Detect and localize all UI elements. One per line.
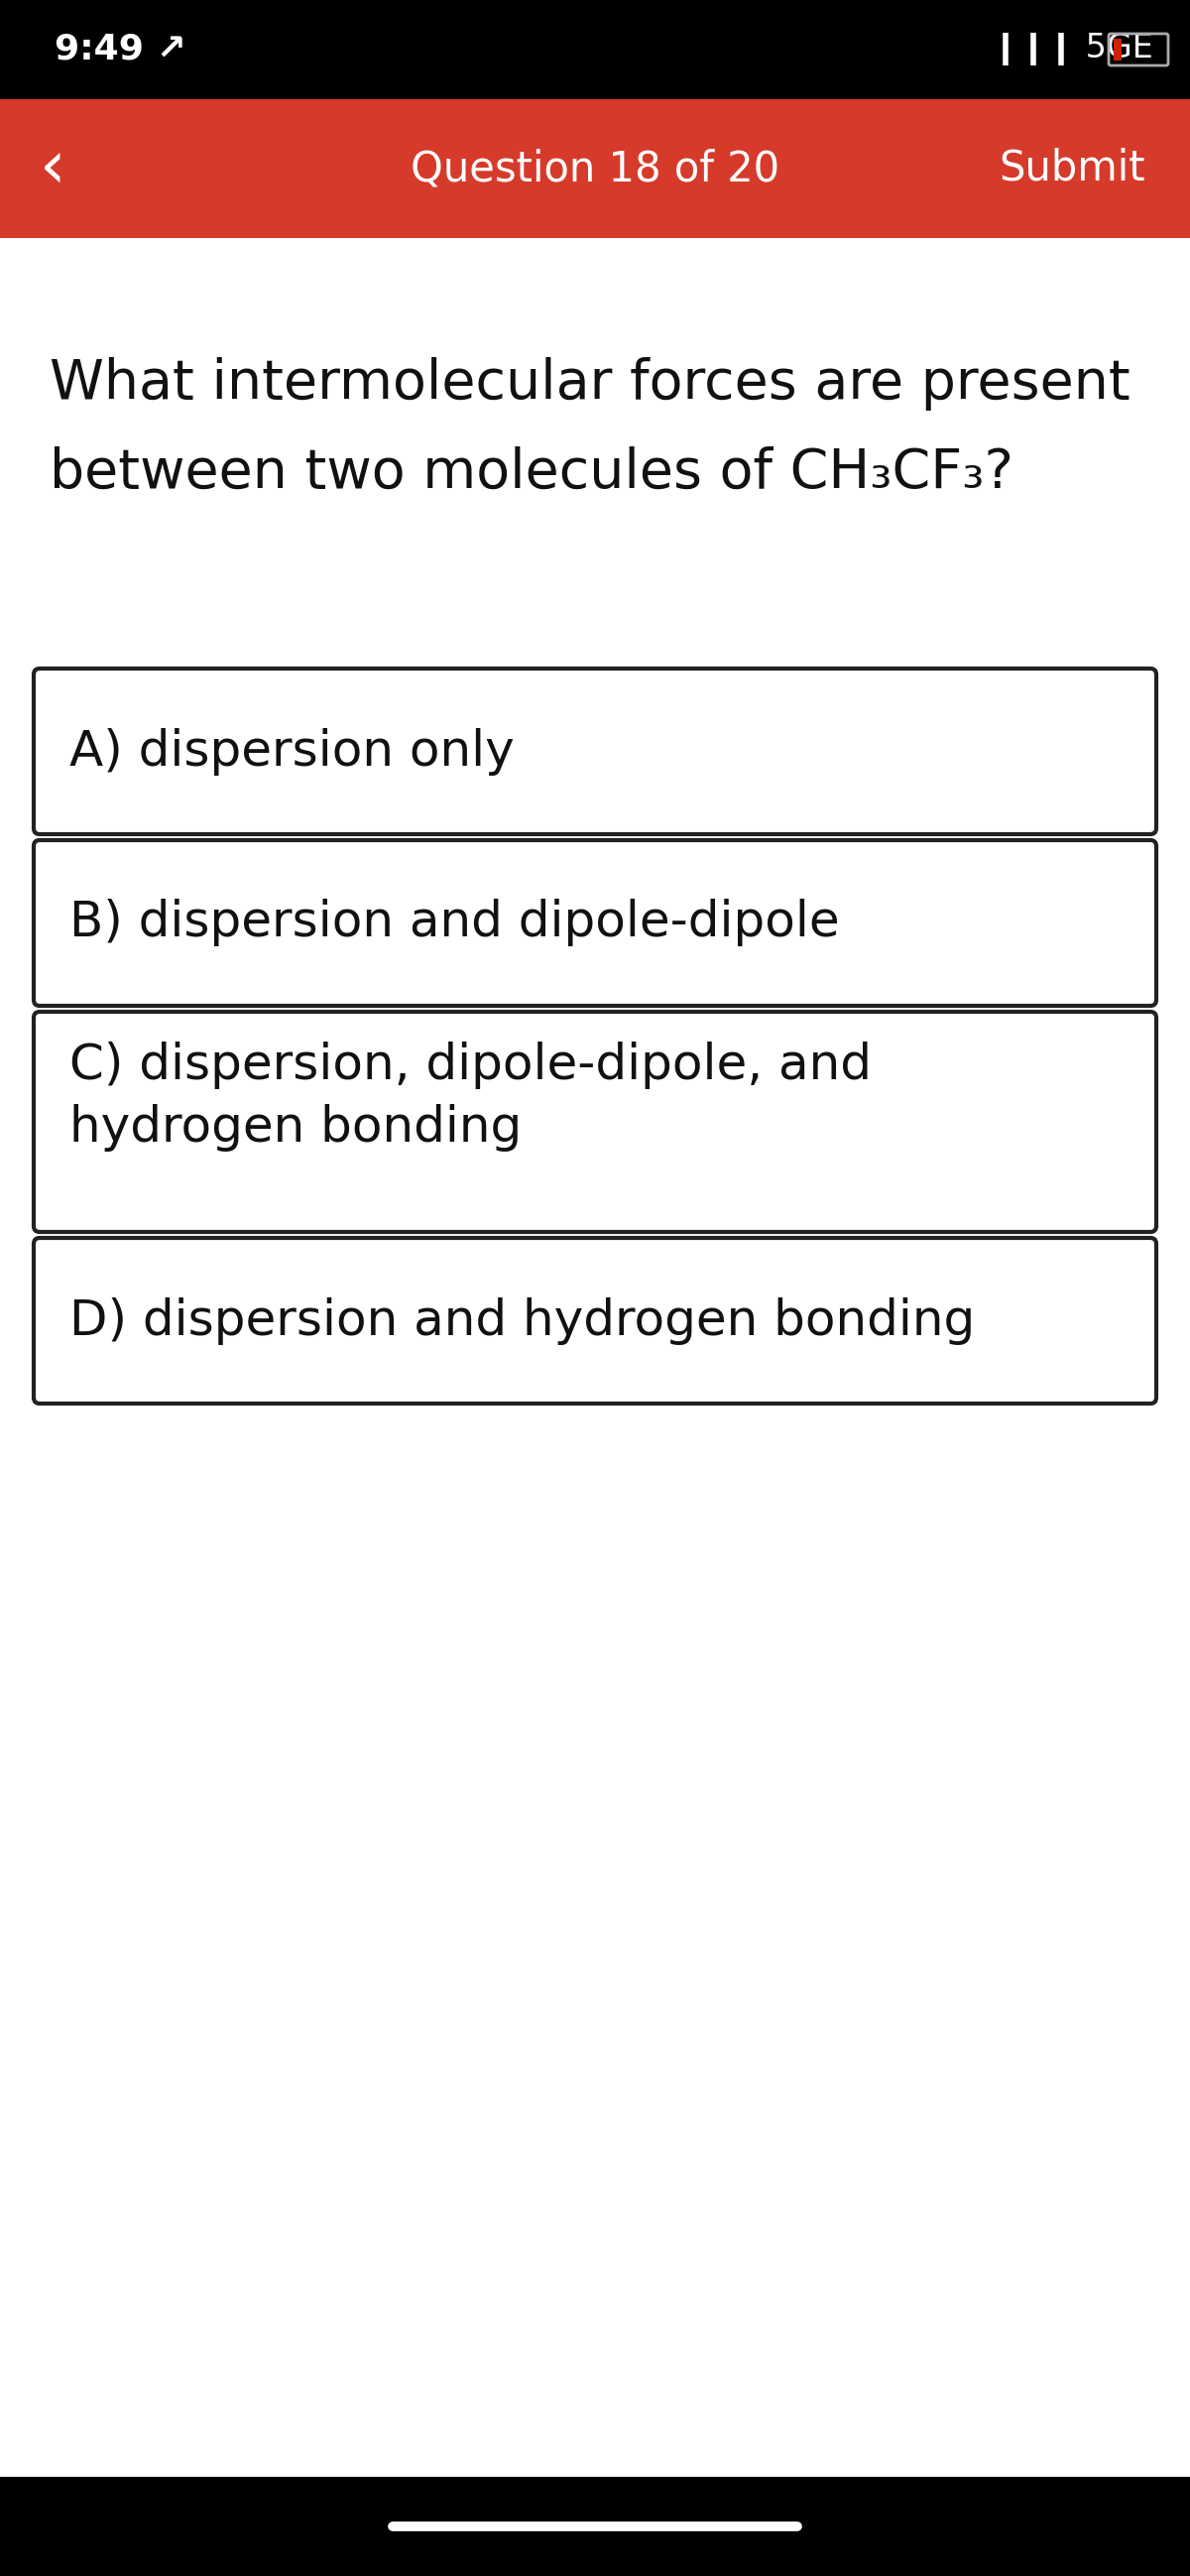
Text: Submit: Submit bbox=[998, 147, 1145, 191]
FancyBboxPatch shape bbox=[33, 1239, 1157, 1404]
Text: 9:49 ↗: 9:49 ↗ bbox=[55, 33, 187, 67]
Bar bbox=[0, 237, 1190, 2476]
Text: between two molecules of CH₃CF₃?: between two molecules of CH₃CF₃? bbox=[50, 446, 1014, 500]
Text: C) dispersion, dipole-dipole, and
hydrogen bonding: C) dispersion, dipole-dipole, and hydrog… bbox=[69, 1041, 871, 1151]
Bar bbox=[0, 2476, 1190, 2576]
Text: A) dispersion only: A) dispersion only bbox=[69, 726, 514, 775]
FancyBboxPatch shape bbox=[33, 840, 1157, 1005]
FancyBboxPatch shape bbox=[33, 1012, 1157, 1231]
Text: D) dispersion and hydrogen bonding: D) dispersion and hydrogen bonding bbox=[69, 1296, 975, 1345]
Bar bbox=[0, 100, 1190, 237]
Text: What intermolecular forces are present: What intermolecular forces are present bbox=[50, 358, 1130, 410]
Text: ‹: ‹ bbox=[39, 137, 67, 201]
Text: B) dispersion and dipole-dipole: B) dispersion and dipole-dipole bbox=[69, 899, 840, 948]
Text: Question 18 of 20: Question 18 of 20 bbox=[411, 147, 779, 191]
Bar bbox=[1114, 39, 1122, 59]
Bar bbox=[0, 0, 1190, 100]
Text: ❙❙❙ 5GE: ❙❙❙ 5GE bbox=[991, 33, 1153, 67]
FancyBboxPatch shape bbox=[33, 670, 1157, 835]
